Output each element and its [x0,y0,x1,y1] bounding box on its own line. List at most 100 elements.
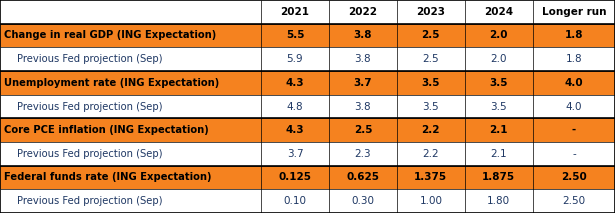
Bar [329,47,397,71]
Text: 2.1: 2.1 [491,149,507,159]
Text: 2.5: 2.5 [422,30,440,40]
Bar [533,95,615,118]
Text: 0.125: 0.125 [279,173,311,183]
Text: Federal funds rate (ING Expectation): Federal funds rate (ING Expectation) [4,173,211,183]
Text: 4.3: 4.3 [286,78,304,88]
Text: 3.8: 3.8 [355,54,371,64]
Bar [261,166,329,189]
Text: 2.2: 2.2 [423,149,439,159]
Bar [397,47,465,71]
Bar [397,166,465,189]
Text: Change in real GDP (ING Expectation): Change in real GDP (ING Expectation) [4,30,216,40]
Bar [329,118,397,142]
Bar [329,95,397,118]
Text: Previous Fed projection (Sep): Previous Fed projection (Sep) [17,196,163,206]
Text: 4.0: 4.0 [566,102,582,111]
Bar [329,24,397,47]
Bar [397,142,465,166]
Text: 3.8: 3.8 [355,102,371,111]
Text: 5.5: 5.5 [286,30,304,40]
Bar [533,118,615,142]
Bar [261,0,329,24]
Text: 2024: 2024 [484,7,514,17]
Text: 2.2: 2.2 [422,125,440,135]
Text: Previous Fed projection (Sep): Previous Fed projection (Sep) [17,102,163,111]
Bar [465,118,533,142]
Text: Previous Fed projection (Sep): Previous Fed projection (Sep) [17,54,163,64]
Text: 2.50: 2.50 [562,196,585,206]
Bar [0,118,261,142]
Bar [397,24,465,47]
Text: 2022: 2022 [349,7,378,17]
Bar [0,71,261,95]
Bar [533,24,615,47]
Bar [0,47,261,71]
Text: 4.8: 4.8 [287,102,303,111]
Bar [261,118,329,142]
Bar [465,142,533,166]
Bar [397,95,465,118]
Text: 1.8: 1.8 [566,54,582,64]
Bar [329,71,397,95]
Bar [397,71,465,95]
Bar [0,189,261,213]
Bar [0,24,261,47]
Text: 2.1: 2.1 [490,125,508,135]
Text: -: - [572,125,576,135]
Text: 1.80: 1.80 [487,196,510,206]
Bar [465,189,533,213]
Bar [533,71,615,95]
Bar [533,0,615,24]
Text: 4.0: 4.0 [565,78,583,88]
Text: 1.00: 1.00 [419,196,442,206]
Text: 2023: 2023 [416,7,445,17]
Bar [0,142,261,166]
Text: 1.375: 1.375 [415,173,448,183]
Text: Core PCE inflation (ING Expectation): Core PCE inflation (ING Expectation) [4,125,208,135]
Text: -: - [572,149,576,159]
Text: 1.8: 1.8 [565,30,583,40]
Bar [397,118,465,142]
Text: 2.50: 2.50 [561,173,587,183]
Text: Previous Fed projection (Sep): Previous Fed projection (Sep) [17,149,163,159]
Text: 3.5: 3.5 [423,102,439,111]
Text: 3.8: 3.8 [354,30,372,40]
Bar [261,71,329,95]
Bar [261,189,329,213]
Bar [261,142,329,166]
Text: 3.7: 3.7 [287,149,303,159]
Text: 3.5: 3.5 [490,78,508,88]
Bar [465,0,533,24]
Text: 0.30: 0.30 [351,196,375,206]
Bar [0,166,261,189]
Text: 2021: 2021 [280,7,309,17]
Bar [465,47,533,71]
Bar [465,71,533,95]
Text: 2.0: 2.0 [490,30,508,40]
Text: Longer run: Longer run [542,7,606,17]
Bar [329,0,397,24]
Text: 3.5: 3.5 [422,78,440,88]
Text: 2.5: 2.5 [354,125,372,135]
Bar [533,189,615,213]
Bar [397,189,465,213]
Text: 2.3: 2.3 [355,149,371,159]
Bar [465,95,533,118]
Bar [0,95,261,118]
Bar [329,189,397,213]
Text: Unemployment rate (ING Expectation): Unemployment rate (ING Expectation) [4,78,219,88]
Bar [261,24,329,47]
Bar [533,142,615,166]
Text: 4.3: 4.3 [286,125,304,135]
Bar [397,0,465,24]
Text: 3.5: 3.5 [491,102,507,111]
Bar [329,142,397,166]
Bar [0,0,261,24]
Bar [465,24,533,47]
Bar [533,47,615,71]
Text: 3.7: 3.7 [354,78,372,88]
Bar [465,166,533,189]
Text: 5.9: 5.9 [287,54,303,64]
Bar [533,166,615,189]
Text: 2.0: 2.0 [491,54,507,64]
